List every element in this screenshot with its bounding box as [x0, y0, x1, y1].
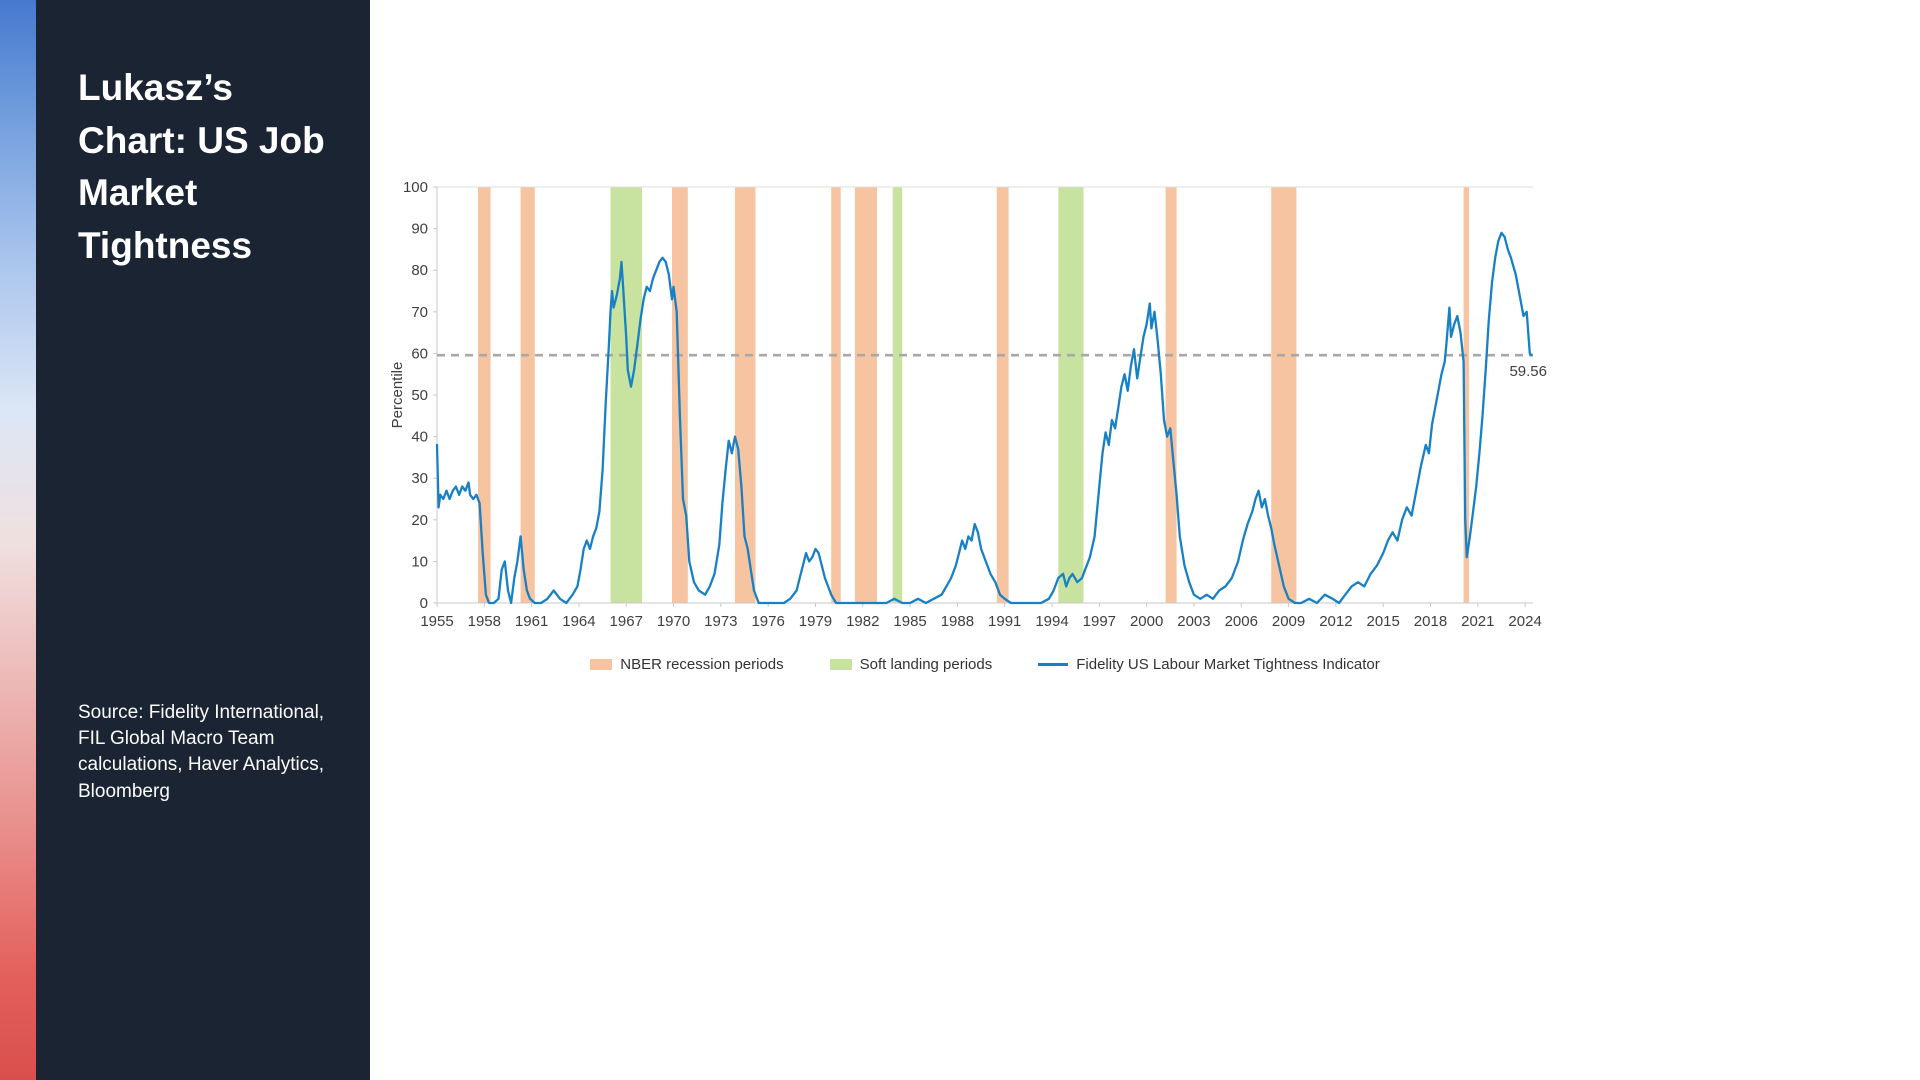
svg-text:1988: 1988 — [941, 613, 974, 630]
svg-text:1958: 1958 — [468, 613, 501, 630]
chart-canvas: 0 10 20 30 40 50 60 70 80 90 100 1955 1958 1961 1964 19… — [390, 179, 1547, 630]
svg-text:10: 10 — [411, 553, 428, 570]
svg-text:1970: 1970 — [657, 613, 690, 630]
svg-text:1973: 1973 — [704, 613, 737, 630]
svg-text:2012: 2012 — [1319, 613, 1352, 630]
svg-text:1994: 1994 — [1035, 613, 1068, 630]
slide-title: Lukasz’s Chart: US Job Market Tightness — [78, 67, 325, 266]
svg-text:70: 70 — [411, 304, 428, 321]
svg-text:1961: 1961 — [515, 613, 548, 630]
svg-text:40: 40 — [411, 429, 428, 446]
legend-label-indicator: Fidelity US Labour Market Tightness Indi… — [1076, 656, 1380, 673]
svg-text:59.56: 59.56 — [1509, 363, 1547, 380]
svg-text:2015: 2015 — [1366, 613, 1399, 630]
tightness-chart: 0 10 20 30 40 50 60 70 80 90 100 1955 1958 1961 1964 19… — [390, 150, 1580, 730]
legend-item-recession: NBER recession periods — [590, 656, 784, 673]
indicator-line-swatch — [1038, 663, 1069, 666]
recession-band-swatch — [590, 659, 613, 670]
soft-landing-band-swatch — [829, 659, 852, 670]
svg-text:1991: 1991 — [988, 613, 1021, 630]
legend-label-recession: NBER recession periods — [620, 656, 784, 673]
svg-text:1976: 1976 — [751, 613, 784, 630]
legend-item-indicator: Fidelity US Labour Market Tightness Indi… — [1038, 656, 1380, 673]
svg-text:2009: 2009 — [1272, 613, 1305, 630]
svg-text:0: 0 — [420, 595, 428, 612]
svg-text:2021: 2021 — [1461, 613, 1494, 630]
legend-label-soft-landing: Soft landing periods — [859, 656, 993, 673]
sidebar: Lukasz’s Chart: US Job Market Tightness … — [36, 0, 370, 1080]
legend-item-soft-landing: Soft landing periods — [829, 656, 993, 673]
svg-text:1964: 1964 — [562, 613, 595, 630]
svg-text:Percentile: Percentile — [390, 362, 406, 429]
svg-text:50: 50 — [411, 387, 428, 404]
svg-text:2006: 2006 — [1225, 613, 1258, 630]
gradient-accent-bar — [0, 0, 36, 1080]
svg-text:1985: 1985 — [893, 613, 926, 630]
svg-text:100: 100 — [403, 179, 428, 196]
svg-text:2003: 2003 — [1177, 613, 1210, 630]
svg-text:1955: 1955 — [420, 613, 453, 630]
svg-text:2018: 2018 — [1414, 613, 1447, 630]
svg-text:30: 30 — [411, 470, 428, 487]
svg-text:1997: 1997 — [1083, 613, 1116, 630]
chart-legend: NBER recession periods Soft landing peri… — [390, 656, 1580, 673]
svg-text:20: 20 — [411, 512, 428, 529]
svg-text:80: 80 — [411, 262, 428, 279]
source-note: Source: Fidelity International, FIL Glob… — [78, 702, 325, 802]
svg-text:90: 90 — [411, 221, 428, 238]
svg-text:1967: 1967 — [610, 613, 643, 630]
svg-text:2000: 2000 — [1130, 613, 1163, 630]
svg-text:2024: 2024 — [1508, 613, 1541, 630]
svg-text:60: 60 — [411, 345, 428, 362]
svg-text:1979: 1979 — [799, 613, 832, 630]
svg-text:1982: 1982 — [846, 613, 879, 630]
